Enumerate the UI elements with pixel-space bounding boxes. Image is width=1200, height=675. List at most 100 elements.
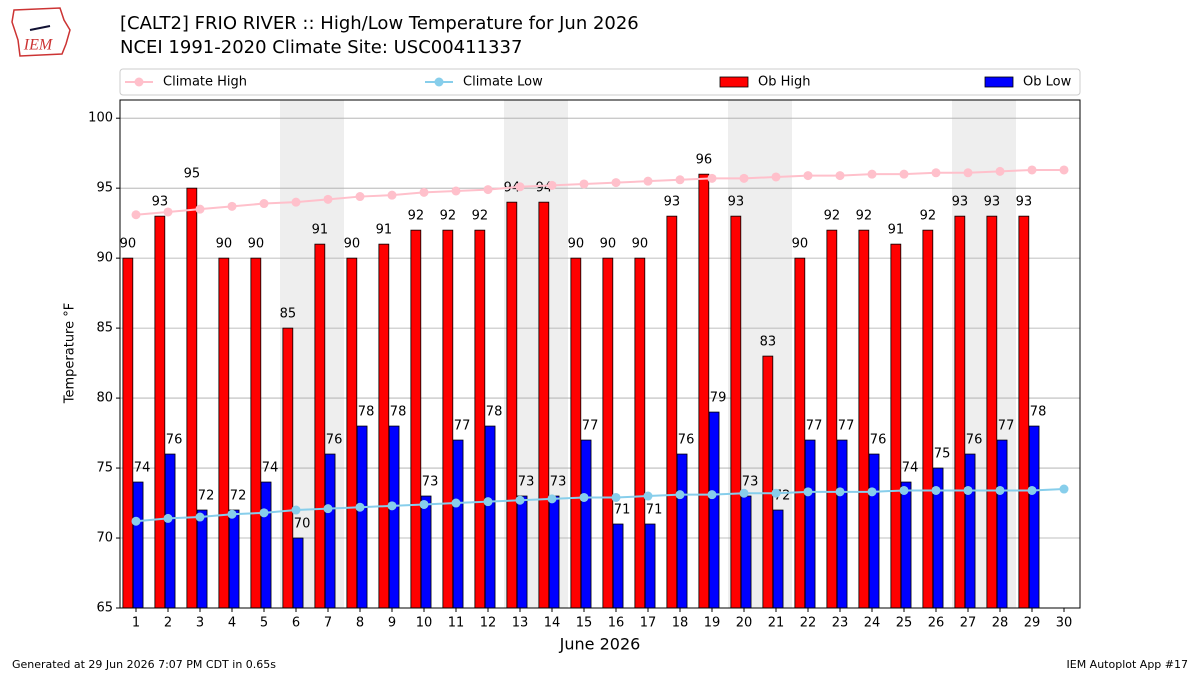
bar [772,509,784,609]
line [135,168,1064,216]
bar [314,243,326,609]
chart-subtitle: NCEI 1991-2020 Climate Site: USC00411337 [120,37,522,58]
value-label: 73 [518,475,535,490]
x-tick-label: 15 [576,616,593,631]
legend-swatch [984,76,1014,88]
bar [826,229,838,609]
x-tick-label: 12 [480,616,497,631]
point [483,497,493,507]
value-label: 73 [422,475,439,490]
value-label: 93 [664,195,681,210]
bar [388,425,400,609]
point [483,185,493,195]
point [899,169,909,179]
x-tick-label: 5 [260,616,268,631]
point [995,485,1005,495]
point [643,176,653,186]
x-tick-label: 11 [448,616,465,631]
value-label: 77 [998,419,1015,434]
point [1059,484,1069,494]
value-label: 73 [742,475,759,490]
x-tick-label: 25 [896,616,913,631]
point [419,187,429,197]
point [579,492,589,502]
bar [986,215,998,609]
bar [164,453,176,609]
x-tick-label: 16 [608,616,625,631]
bar [474,229,486,609]
bar [570,257,582,609]
point [131,516,141,526]
x-tick-label: 19 [704,616,721,631]
value-label: 91 [312,223,329,238]
bar [292,537,304,609]
x-tick-label: 6 [292,616,300,631]
bar [356,425,368,609]
x-tick-label: 24 [864,616,881,631]
value-label: 93 [984,195,1001,210]
value-label: 78 [1030,405,1047,420]
logo-icon [29,25,51,31]
x-tick-label: 4 [228,616,236,631]
bar [964,453,976,609]
bar [282,327,294,609]
y-tick-label: 75 [96,461,113,476]
point [899,485,909,495]
point [451,186,461,196]
point [291,505,301,515]
value-label: 90 [216,237,233,252]
x-tick-label: 18 [672,616,689,631]
bar [580,439,592,609]
bar [730,215,742,609]
point [1027,165,1037,175]
point [931,485,941,495]
x-tick-label: 22 [800,616,817,631]
value-label: 71 [614,503,631,518]
x-tick-label: 20 [736,616,753,631]
legend-label: Ob Low [1023,75,1072,90]
value-label: 92 [824,209,841,224]
value-label: 90 [632,237,649,252]
point [547,180,557,190]
bar [612,523,624,609]
point [323,504,333,514]
legend-label: Climate Low [463,75,543,90]
bar [890,243,902,609]
bar [548,495,560,609]
value-label: 72 [198,489,215,504]
value-label: 90 [792,237,809,252]
x-tick-label: 2 [164,616,172,631]
bar [858,229,870,609]
point [643,491,653,501]
point [259,199,269,209]
value-label: 76 [326,433,343,448]
value-label: 77 [582,419,599,434]
value-label: 90 [600,237,617,252]
point [387,190,397,200]
bar [506,201,518,609]
point [323,194,333,204]
point [931,168,941,178]
bar [452,439,464,609]
legend-box [119,68,1081,96]
point [387,501,397,511]
bar [954,215,966,609]
point [579,179,589,189]
value-label: 93 [952,195,969,210]
bar [1028,425,1040,609]
bar [132,481,144,609]
x-tick-label: 3 [196,616,204,631]
x-tick-label: 1 [132,616,140,631]
value-label: 76 [678,433,695,448]
chart-title: [CALT2] FRIO RIVER :: High/Low Temperatu… [120,13,639,34]
x-tick-label: 14 [544,616,561,631]
point [611,492,621,502]
bar [442,229,454,609]
bar [346,257,358,609]
logo-text: IEM [23,37,54,54]
value-label: 78 [390,405,407,420]
bar [836,439,848,609]
point [963,485,973,495]
